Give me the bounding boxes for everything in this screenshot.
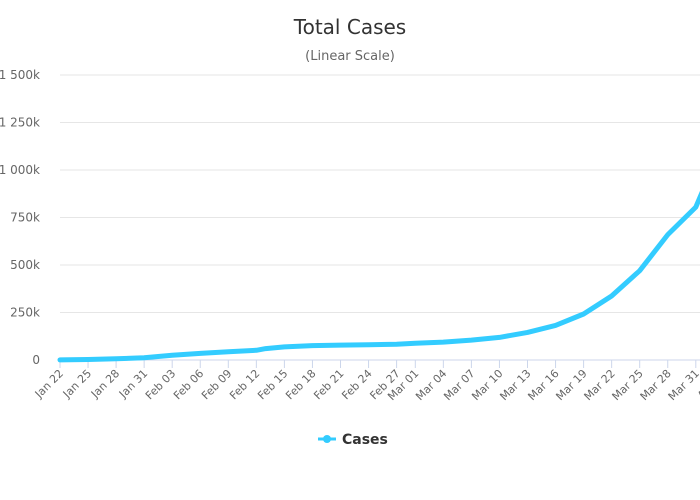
y-axis-ticks: 0 250k 500k 750k 1 000k 1 250k 1 500k [0, 68, 40, 367]
x-tick-label: Feb 12 [227, 367, 262, 402]
y-tick-label: 0 [32, 353, 40, 367]
chart-subtitle: (Linear Scale) [305, 49, 395, 64]
legend[interactable]: Cases [318, 432, 388, 448]
x-tick-label: Jan 25 [60, 367, 94, 401]
x-tick-label: Mar 31 [666, 367, 700, 403]
gridlines [60, 74, 700, 313]
y-tick-label: 1 000k [0, 163, 40, 177]
x-tick-label: Feb 24 [339, 367, 374, 402]
x-tick-label: Feb 06 [171, 367, 206, 402]
legend-label-cases: Cases [342, 432, 388, 448]
y-tick-label: 1 500k [0, 68, 40, 82]
series-line-cases [57, 190, 700, 363]
y-tick-label: 750k [10, 211, 40, 225]
y-tick-label: 500k [10, 258, 40, 272]
x-tick-label: Jan 28 [88, 367, 122, 401]
x-tick-label: Feb 09 [199, 367, 234, 402]
x-tick-label: Feb 18 [283, 367, 318, 402]
x-tick-label: Feb 03 [143, 367, 178, 402]
chart-title: Total Cases [293, 15, 406, 39]
y-tick-label: 1 250k [0, 116, 40, 130]
y-tick-label: 250k [10, 306, 40, 320]
x-tick-label: Feb 21 [311, 367, 346, 402]
x-tick-label: Jan 22 [32, 367, 66, 401]
plot-area [57, 190, 700, 363]
legend-swatch-marker [323, 435, 331, 443]
x-tick-label: Feb 15 [255, 367, 290, 402]
